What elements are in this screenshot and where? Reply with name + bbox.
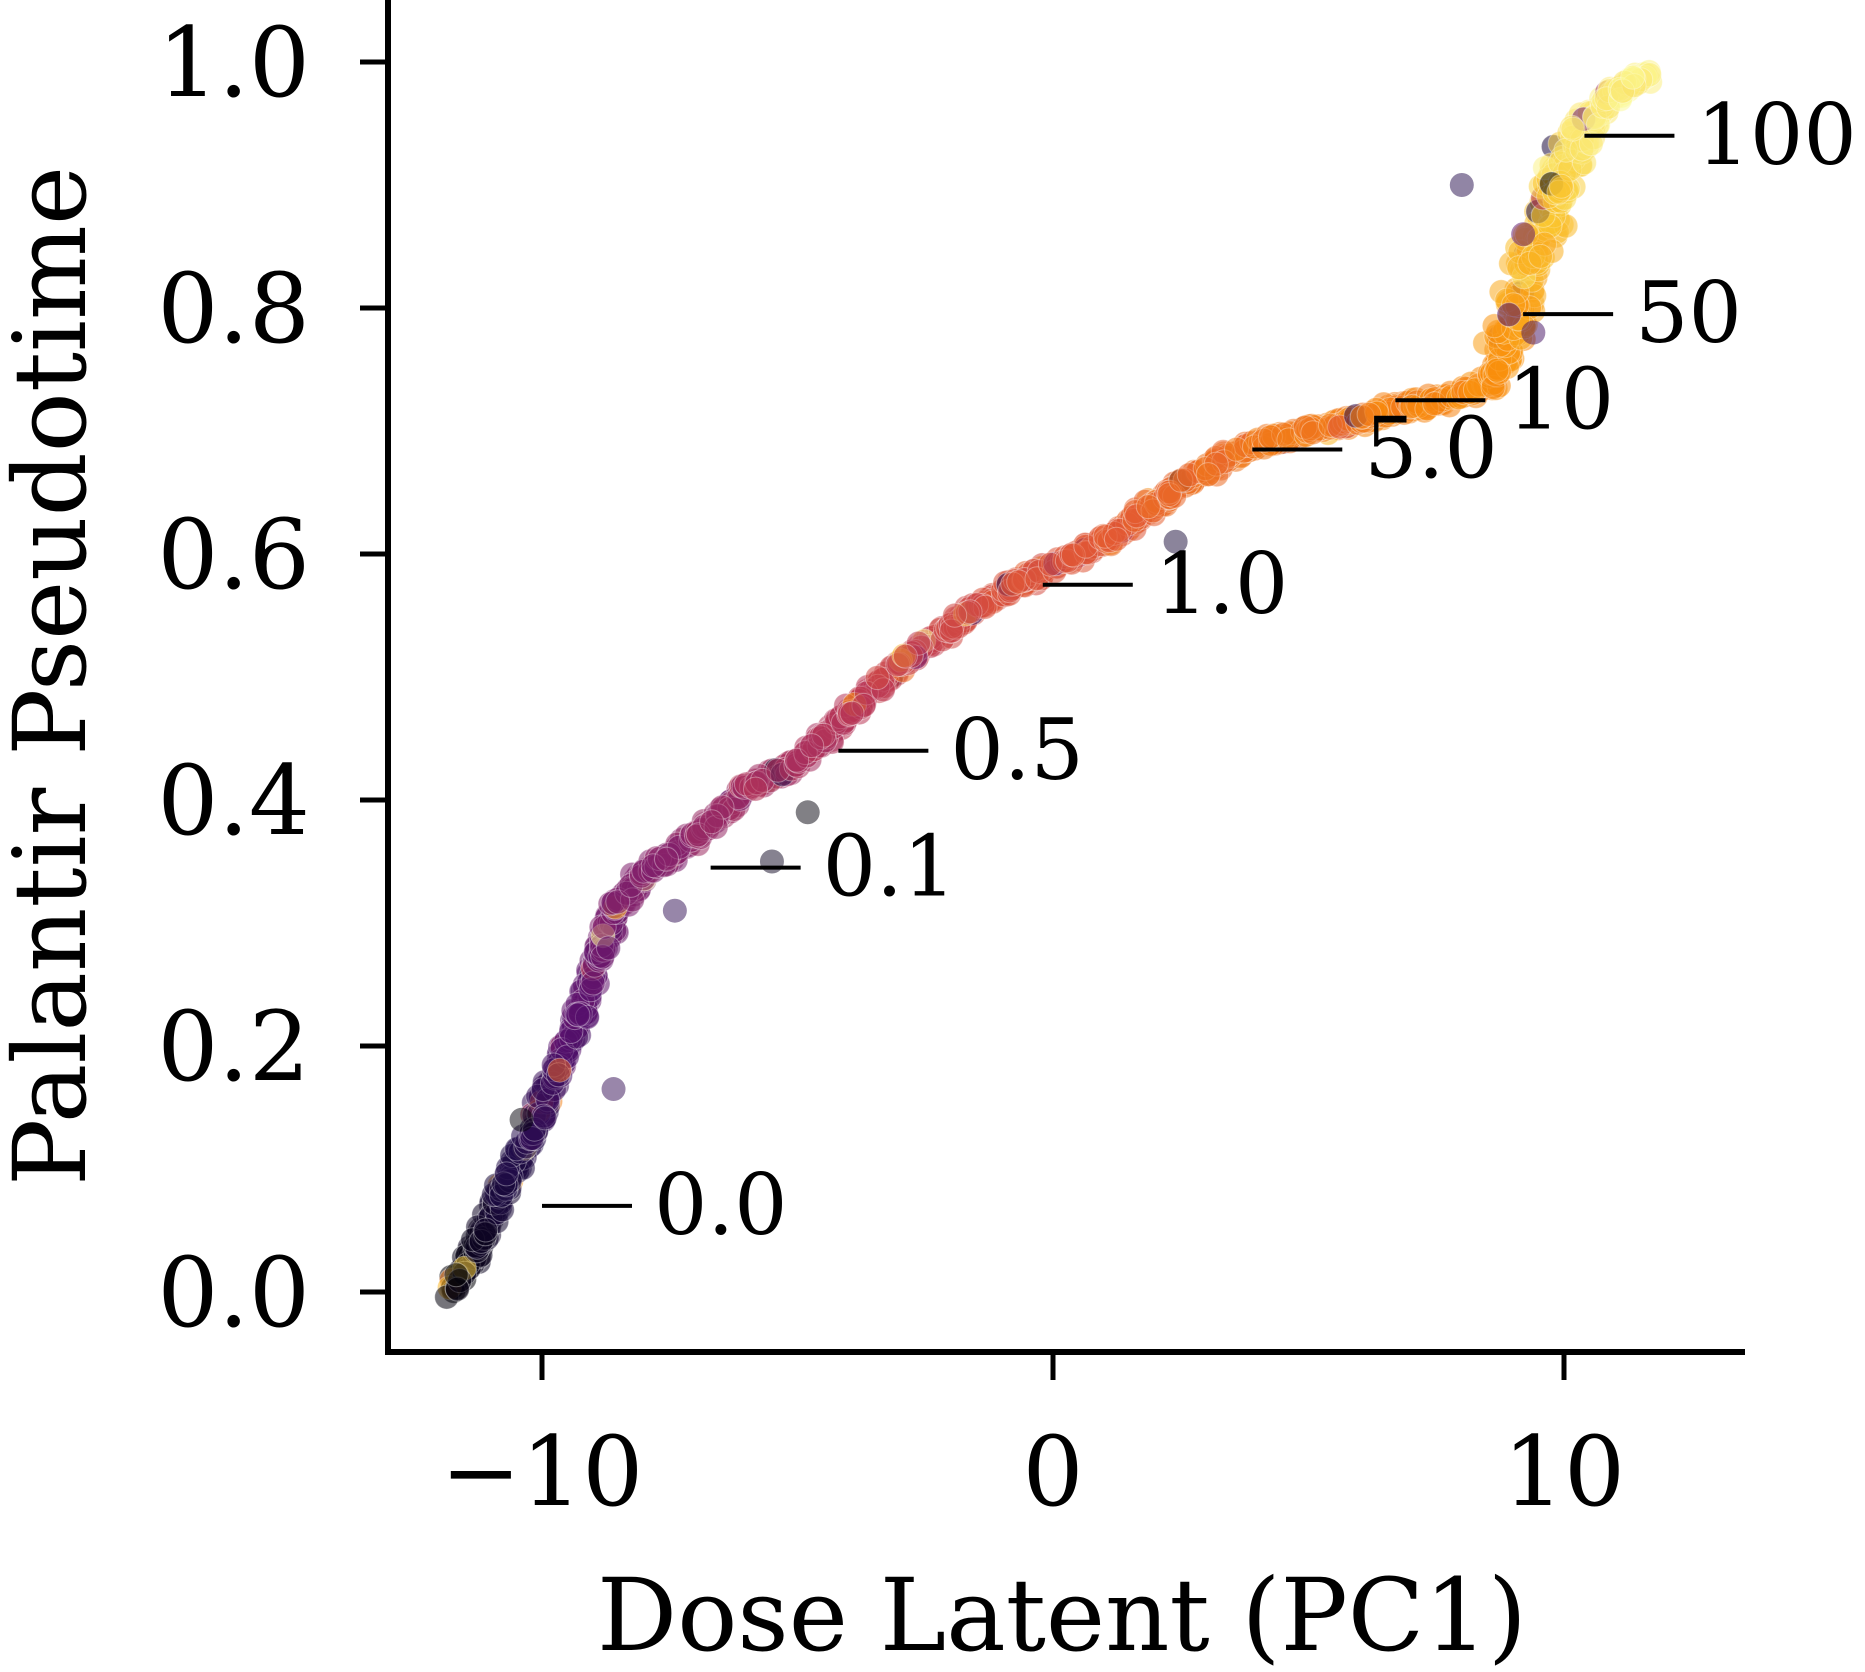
data-point — [1195, 462, 1221, 488]
data-point — [1496, 302, 1522, 328]
points-layer — [434, 59, 1663, 1310]
data-point — [493, 1161, 519, 1187]
data-point — [1560, 116, 1586, 142]
outlier-point — [1163, 529, 1188, 554]
y-tick-label: 1.0 — [157, 7, 310, 119]
y-tick-label: 0.4 — [157, 745, 310, 857]
data-point — [799, 733, 825, 759]
outlier-point — [1449, 173, 1474, 197]
data-point — [654, 846, 679, 872]
outlier-point — [795, 800, 820, 825]
data-point — [532, 1105, 558, 1131]
x-tick-label: 0 — [1022, 1416, 1083, 1528]
data-point — [596, 935, 621, 961]
y-tick-label: 0.0 — [157, 1237, 310, 1349]
data-point — [839, 700, 865, 726]
data-point — [565, 1002, 591, 1028]
data-point — [1484, 357, 1510, 383]
outlier-point — [1511, 222, 1536, 247]
data-point — [892, 643, 918, 669]
outlier-point — [601, 1077, 626, 1102]
y-tick-label: 0.8 — [157, 253, 310, 365]
data-point — [942, 602, 968, 628]
outlier-point — [662, 898, 687, 923]
data-point — [547, 1057, 573, 1083]
y-tick-label: 0.2 — [157, 991, 310, 1103]
dose-label: 5.0 — [1364, 399, 1498, 497]
axes — [385, 0, 1745, 1355]
data-point — [443, 1262, 469, 1288]
x-tick-label: 10 — [1503, 1416, 1625, 1528]
dose-label: 10 — [1507, 350, 1614, 448]
data-point — [1356, 401, 1382, 427]
data-point — [864, 665, 890, 691]
data-point — [1528, 243, 1553, 269]
data-point — [605, 889, 631, 915]
data-point — [1135, 494, 1161, 520]
data-point — [1548, 173, 1574, 199]
x-axis-title: Dose Latent (PC1) — [597, 1557, 1527, 1667]
dose-label: 1.0 — [1155, 535, 1289, 633]
dose-label: 0.1 — [823, 818, 957, 916]
dose-label: 0.0 — [654, 1156, 788, 1254]
data-point — [473, 1217, 499, 1243]
ticks: −10 0 10 0.0 0.2 0.4 0.6 0.8 1.0 — [157, 7, 1625, 1528]
data-point — [1620, 64, 1646, 90]
y-axis-title: Palantir Pseudotime — [0, 166, 109, 1186]
dose-label: 0.5 — [950, 701, 1084, 799]
outlier-point — [509, 1107, 534, 1132]
data-point — [699, 809, 725, 835]
outlier-point — [759, 849, 784, 874]
dose-label: 50 — [1635, 264, 1742, 362]
data-point — [784, 747, 810, 773]
y-tick-label: 0.6 — [157, 499, 310, 611]
dose-label: 100 — [1696, 86, 1856, 184]
data-point — [1103, 526, 1129, 552]
outlier-point — [1521, 320, 1546, 345]
x-tick-label: −10 — [441, 1416, 644, 1528]
data-point — [743, 776, 768, 802]
